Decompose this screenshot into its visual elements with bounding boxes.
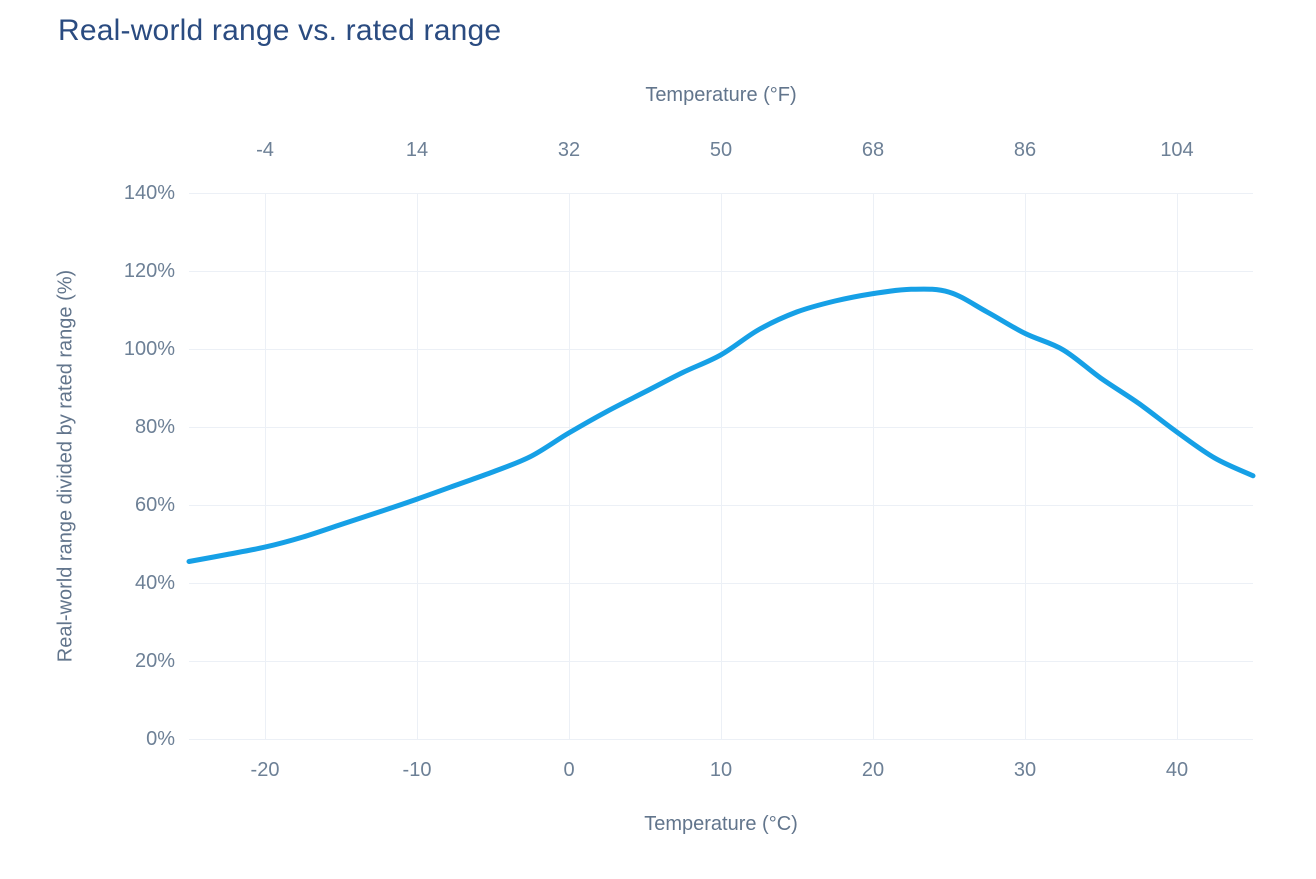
bottom-tick-label: -20 (250, 759, 280, 781)
bottom-tick-label: 20 (861, 759, 885, 781)
top-tick-label: 14 (405, 139, 429, 161)
y-tick-label: 20% (134, 650, 175, 672)
chart-title: Real-world range vs. rated range (58, 14, 502, 47)
y-tick-label: 100% (123, 338, 175, 360)
y-tick-label: 60% (134, 494, 175, 516)
top-tick-label: 104 (1160, 139, 1194, 161)
y-tick-label: 80% (134, 416, 175, 438)
top-tick-label: 68 (861, 139, 885, 161)
y-tick-label: 120% (123, 260, 175, 282)
bottom-tick-label: 30 (1013, 759, 1037, 781)
top-axis-label: Temperature (°F) (645, 84, 797, 106)
series-line (186, 286, 1256, 564)
y-tick-label: 140% (123, 182, 175, 204)
bottom-tick-label: -10 (402, 759, 432, 781)
top-tick-label: 32 (557, 139, 581, 161)
bottom-axis-label: Temperature (°C) (644, 813, 798, 835)
y-tick-label: 40% (134, 572, 175, 594)
top-tick-label: 50 (709, 139, 733, 161)
grid-lines (189, 193, 1253, 740)
bottom-tick-label: 0 (563, 759, 575, 781)
bottom-tick-label: 40 (1165, 759, 1189, 781)
y-tick-label: 0% (146, 728, 175, 750)
bottom-tick-label: 10 (709, 759, 733, 781)
top-tick-label: -4 (256, 139, 274, 161)
top-tick-label: 86 (1013, 139, 1037, 161)
